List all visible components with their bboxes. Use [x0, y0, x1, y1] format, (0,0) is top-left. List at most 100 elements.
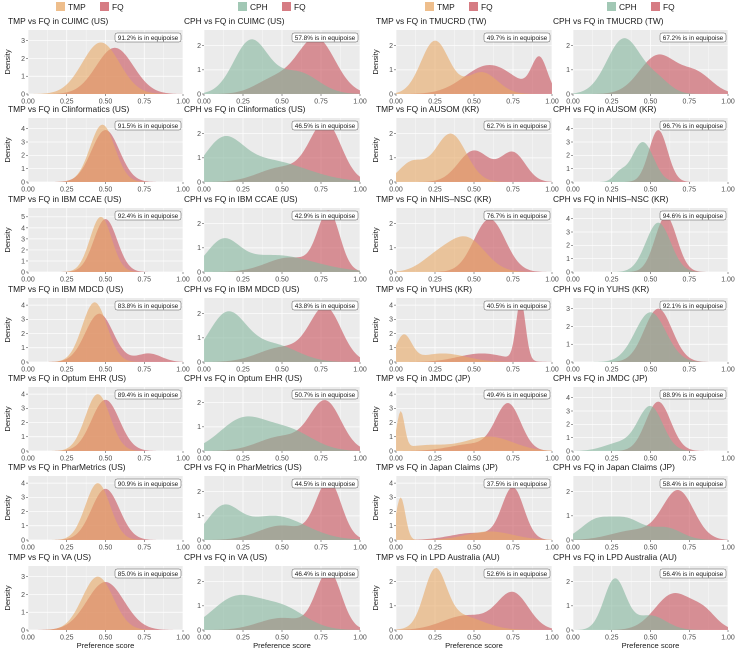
equipoise-box — [483, 210, 551, 221]
panel-title: CPH vs FQ in JMDC (JP) — [553, 373, 648, 383]
x-tick-label: 0.50 — [644, 635, 658, 642]
equipoise-box — [114, 389, 182, 400]
x-tick-label: 0.50 — [99, 99, 113, 106]
y-axis-title: Density — [3, 137, 12, 163]
x-axis-title: Preference score — [445, 641, 503, 650]
density-tmp — [28, 576, 183, 630]
legend-label-fq: FQ — [481, 2, 493, 12]
panel-title: TMP vs FQ in IBM CCAE (US) — [8, 194, 122, 204]
y-tick-label: 2 — [566, 153, 570, 160]
y-tick-label: 0 — [389, 179, 393, 186]
x-tick-label: 0.50 — [467, 635, 481, 642]
x-tick-label: 0.25 — [605, 99, 619, 106]
panel-title: TMP vs FQ in YUHS (KR) — [376, 284, 472, 294]
panel-title: CPH vs FQ in Clinformatics (US) — [184, 104, 306, 114]
x-tick-label: 0.50 — [467, 99, 481, 106]
y-axis-title: Density — [371, 137, 380, 163]
y-tick-label: 1 — [21, 610, 25, 617]
density-tmp — [28, 124, 183, 182]
x-tick-label: 0.75 — [314, 277, 328, 284]
x-tick-label: 0.50 — [99, 456, 113, 463]
x-tick-label: 0.00 — [389, 545, 403, 552]
y-tick-label: 2 — [21, 56, 25, 63]
y-tick-label: 0 — [197, 269, 201, 276]
legend-key-fq — [100, 2, 109, 11]
y-tick-label: 1 — [389, 67, 393, 74]
x-tick-label: 0.50 — [275, 456, 289, 463]
x-tick-label: 0.75 — [137, 635, 151, 642]
density-cph — [204, 594, 360, 630]
panel-20: CPH vs FQ in JMDC (JP) 88.9% is in equipo… — [553, 373, 735, 463]
y-tick-label: 0 — [389, 359, 393, 366]
x-tick-label: 0.00 — [197, 367, 211, 374]
panel-27: TMP vs FQ in LPD Australia (AU) 52.6% is … — [371, 552, 559, 650]
panel-22: CPH vs FQ in PharMetrics (US) 44.5% is in… — [184, 462, 367, 552]
density-fq — [573, 490, 728, 540]
x-tick-label: 0.50 — [275, 635, 289, 642]
panel-title: TMP vs FQ in JMDC (JP) — [376, 373, 471, 383]
y-tick-label: 0 — [21, 448, 25, 455]
x-tick-label: 0.00 — [21, 99, 35, 106]
equipoise-box — [114, 300, 182, 311]
density-cph — [204, 416, 360, 451]
legend-key-fq — [469, 2, 478, 11]
density-fq — [573, 593, 728, 630]
y-tick-label: 2 — [197, 579, 201, 586]
x-tick-label: 0.75 — [314, 367, 328, 374]
x-tick-label: 0.25 — [605, 545, 619, 552]
y-tick-label: 0 — [389, 91, 393, 98]
y-tick-label: 0 — [197, 91, 201, 98]
equipoise-label: 89.4% is in equipoise — [118, 392, 179, 399]
y-tick-label: 0 — [566, 448, 570, 455]
x-tick-label: 0.75 — [506, 456, 520, 463]
panel-title: CPH vs FQ in LPD Australia (AU) — [553, 552, 677, 562]
panel-23: TMP vs FQ in Japan Claims (JP) 37.5% is i… — [371, 462, 559, 552]
y-tick-label: 0 — [21, 179, 25, 186]
y-tick-label: 5 — [21, 214, 25, 221]
density-cph — [573, 222, 728, 272]
y-tick-label: 2 — [389, 221, 393, 228]
panel-title: CPH vs FQ in Optum EHR (US) — [184, 373, 302, 383]
legend-label-fq: FQ — [663, 2, 675, 12]
equipoise-label: 56.4% is in equipoise — [663, 571, 724, 578]
density-cph — [204, 136, 360, 182]
y-tick-label: 2 — [566, 324, 570, 331]
panel-title: CPH vs FQ in IBM MDCD (US) — [184, 284, 300, 294]
legend-4: CPH FQ — [607, 2, 675, 12]
y-tick-label: 1 — [566, 603, 570, 610]
equipoise-box — [291, 120, 359, 131]
x-tick-label: 0.25 — [236, 187, 250, 194]
y-axis-title: Density — [3, 495, 12, 521]
equipoise-box — [659, 120, 727, 131]
legend-label-tmp: TMP — [68, 2, 86, 12]
x-tick-label: 0.75 — [137, 456, 151, 463]
panel-24: CPH vs FQ in Japan Claims (JP) 58.4% is i… — [553, 462, 735, 552]
legend-1: TMP FQ — [56, 2, 124, 12]
x-tick-label: 0.25 — [428, 187, 442, 194]
x-tick-label: 0.75 — [682, 635, 696, 642]
y-tick-label: 4 — [566, 216, 570, 223]
y-tick-label: 3 — [21, 406, 25, 413]
y-tick-label: 1 — [21, 258, 25, 265]
y-tick-label: 2 — [197, 43, 201, 50]
panel-11: TMP vs FQ in NHIS–NSC (KR) 76.7% is in eq… — [371, 194, 559, 284]
y-tick-label: 2 — [21, 153, 25, 160]
x-tick-label: 1.00 — [721, 545, 735, 552]
x-tick-label: 0.25 — [605, 635, 619, 642]
y-tick-label: 1 — [389, 434, 393, 441]
y-tick-label: 4 — [21, 481, 25, 488]
x-tick-label: 0.50 — [467, 187, 481, 194]
panel-19: TMP vs FQ in JMDC (JP) 49.4% is in equipo… — [371, 373, 559, 463]
y-axis-title: Density — [3, 317, 12, 343]
panel-title: CPH vs FQ in VA (US) — [184, 552, 267, 562]
y-tick-label: 2 — [389, 579, 393, 586]
y-tick-label: 1 — [197, 603, 201, 610]
panel-17: TMP vs FQ in Optum EHR (US) 89.4% is in e… — [3, 373, 190, 463]
x-tick-label: 1.00 — [545, 456, 559, 463]
y-tick-label: 3 — [21, 574, 25, 581]
panel-14: CPH vs FQ in IBM MDCD (US) 43.8% is in eq… — [184, 284, 367, 374]
equipoise-box — [291, 568, 359, 579]
x-axis-title: Preference score — [622, 641, 680, 650]
density-fq — [204, 570, 360, 630]
y-tick-label: 1 — [21, 434, 25, 441]
